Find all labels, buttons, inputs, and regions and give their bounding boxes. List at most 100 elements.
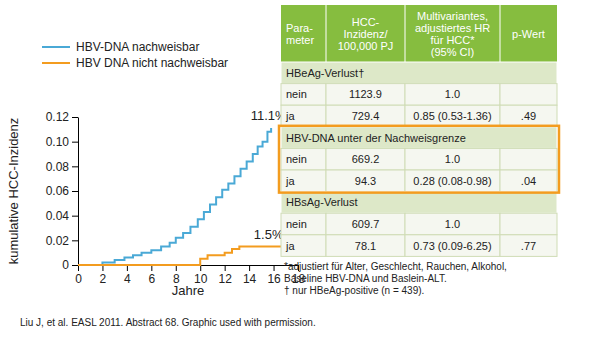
table-header: Para- [286,22,313,34]
table-text: ja [285,110,295,122]
y-tick: 0.02 [46,234,78,248]
table-text: ja [285,175,295,187]
x-tick-mark [274,265,275,271]
x-tick-label: 14 [243,272,257,286]
table-text: 1.0 [445,88,460,100]
table-cell [500,148,557,170]
section-title: HBsAg-Verlust [286,196,358,208]
table-text: 78.1 [355,240,376,252]
section-bg [281,127,557,149]
table-cell [326,213,405,235]
x-tick-mark [225,265,226,271]
y-tick-label: 0.10 [46,135,70,149]
x-tick: 16 [267,265,281,286]
table-text: .04 [521,175,536,187]
y-tick: 0.12 [46,110,78,124]
y-tick-label: 0 [62,258,69,272]
x-tick-label: 4 [124,272,131,286]
y-tick-label: 0.08 [46,160,70,174]
section-bg [281,62,557,84]
highlight-box [279,126,559,193]
table-text: nein [286,218,307,230]
plot-area [78,128,282,265]
legend-swatch [42,46,70,48]
x-tick-label: 12 [218,272,232,286]
legend-swatch [42,62,70,64]
table-text: 609.7 [352,218,380,230]
table-cell [281,105,326,127]
y-tick: 0 [62,258,78,272]
y-tick-mark [72,166,78,167]
table-cell [326,105,405,127]
x-tick-label: 0 [75,272,82,286]
y-tick-mark [72,216,78,217]
x-tick: 14 [243,265,257,286]
table-divider [326,5,327,62]
table-header: 100,000 PJ [338,40,394,52]
table-text: 0.28 (0.08-0.98) [413,175,491,187]
y-tick-label: 0.04 [46,209,70,223]
x-tick: 2 [100,265,107,286]
table-cell [405,84,500,106]
section-title: HBV-DNA unter der Nachweisgrenze [286,132,466,144]
table-cell [281,213,326,235]
table-text: .49 [521,110,536,122]
x-tick: 4 [124,265,131,286]
table-cell [405,235,500,257]
annotation: 1.5% [254,227,284,242]
y-tick-label: 0.12 [46,110,70,124]
table-text: 1123.9 [349,88,382,100]
table-text: 94.3 [355,175,376,187]
table-divider [500,5,501,62]
table-text: .77 [521,240,536,252]
table-cell [281,148,326,170]
table-text: nein [286,88,307,100]
footnote: *adjustiert für Alter, Geschlecht, Rauch… [284,261,507,272]
x-axis-title: Jahre [172,283,205,298]
footnote: Baseline HBV-DNA und Baslein-ALT. [284,273,447,284]
table-cell [326,235,405,257]
table-text: 1.0 [445,218,460,230]
table-header: für HCC* [430,34,475,46]
y-tick-label: 0.02 [46,234,70,248]
y-tick-mark [72,117,78,118]
footnote: † nur HBeAg-positive (n = 439). [284,285,424,296]
table-cell [405,213,500,235]
y-tick-label: 0.06 [46,184,70,198]
table-text: 0.85 (0.53-1.36) [413,110,491,122]
table-header: HCC- [352,16,380,28]
section-bg [281,192,557,214]
y-tick-mark [72,191,78,192]
y-tick-mark [72,265,78,266]
x-tick-label: 6 [148,272,155,286]
y-tick: 0.04 [46,209,78,223]
series-line [78,247,282,266]
table-cell [500,105,557,127]
y-axis: 0 0.02 0.04 0.06 0.08 0.10 0.12 [46,110,79,272]
table-header: p-Wert [512,28,545,40]
table-cell [500,235,557,257]
y-tick-mark [72,240,78,241]
table-text: 1.0 [445,153,460,165]
table-header: adjustiertes HR [415,22,490,34]
table-cell [281,170,326,192]
y-tick-mark [72,142,78,143]
table-cell [326,84,405,106]
x-tick: 12 [218,265,232,286]
x-tick-label: 16 [267,272,281,286]
table-divider [405,5,406,62]
x-tick: 6 [148,265,155,286]
y-tick: 0.08 [46,160,78,174]
table-text: nein [286,153,307,165]
y-axis-line [78,118,79,266]
y-axis-title: kumulative HCC-Inzidenz [6,118,21,265]
table-header: meter [286,34,314,46]
table-cell [405,148,500,170]
legend-label: HBV DNA nicht nachweisbar [76,56,228,70]
table-text: ja [285,240,295,252]
x-tick-mark [249,265,250,271]
source: Liu J, et al. EASL 2011. Abstract 68. Gr… [20,317,316,328]
table-header: Inzidenz/ [343,28,388,40]
table-header-bg [281,5,557,62]
table-cell [281,235,326,257]
